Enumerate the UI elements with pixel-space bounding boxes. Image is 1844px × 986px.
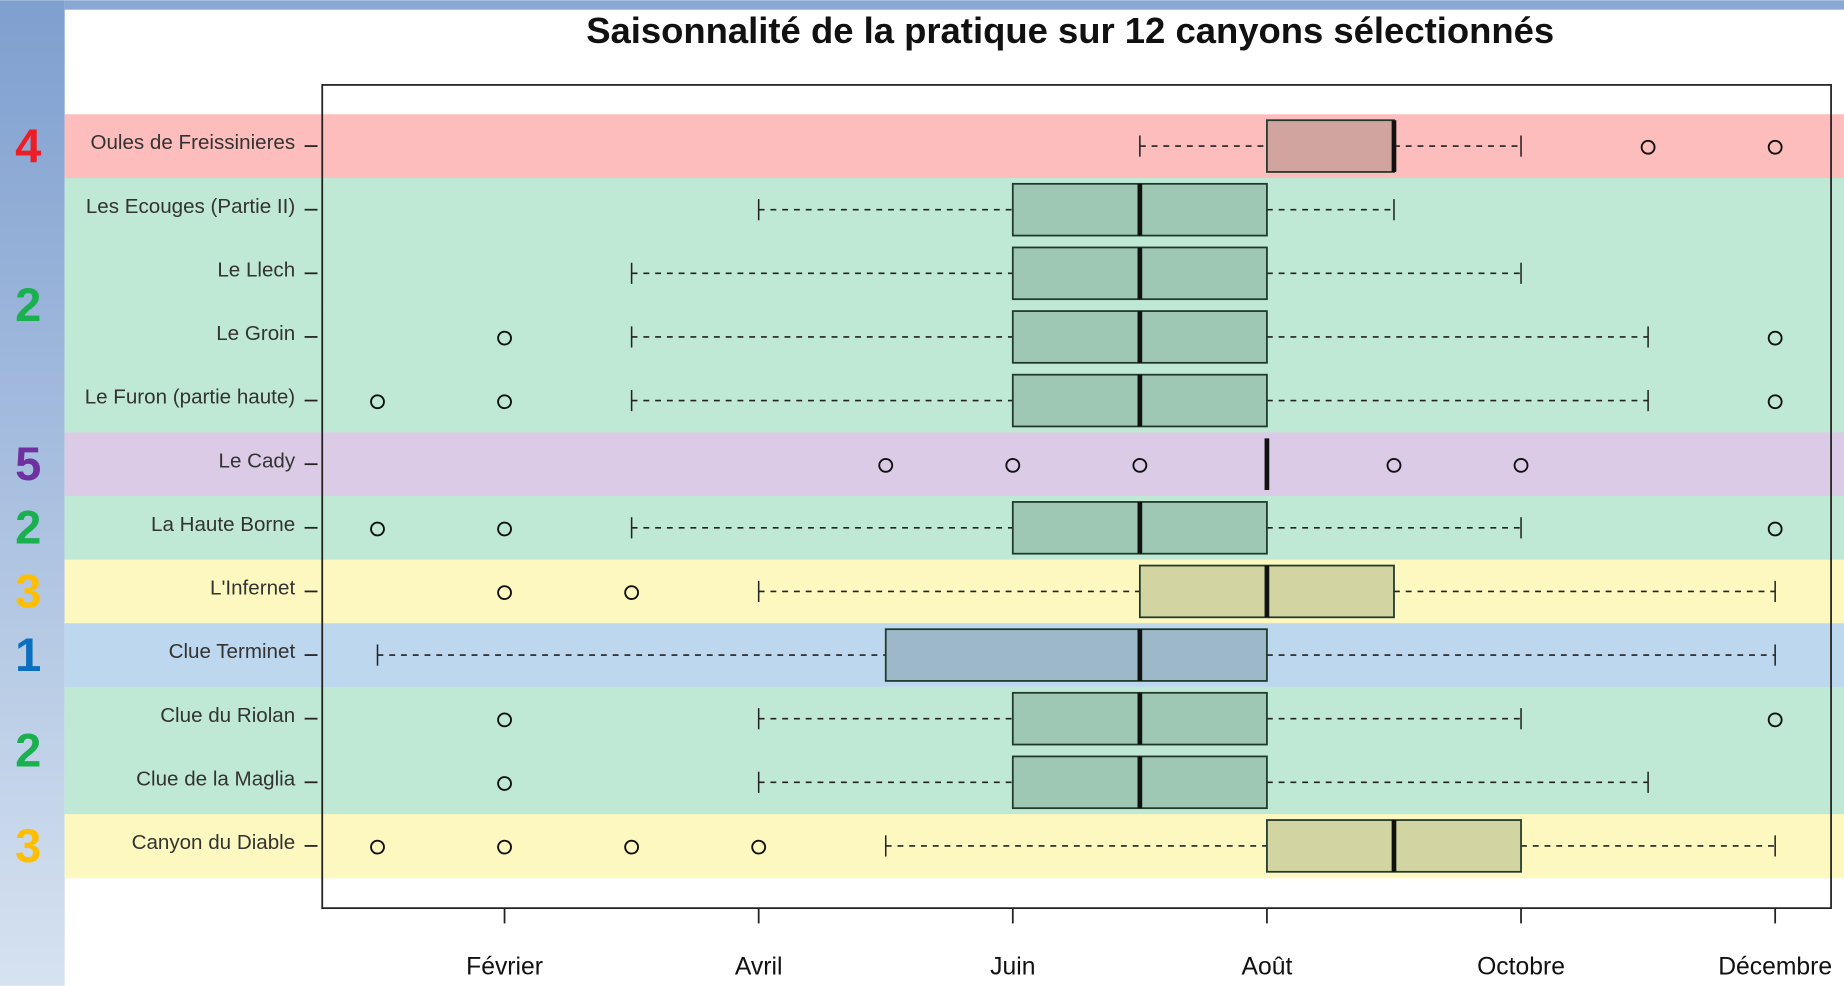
outlier [624,839,640,855]
row-label: Le Cady [219,449,296,472]
outlier [1767,330,1783,346]
outlier [1767,712,1783,728]
bands [64,114,1844,879]
group-band [64,559,1844,624]
group-band [64,750,1844,815]
group-band [64,114,1844,179]
outlier [370,394,385,410]
row-label: Clue Terminet [169,640,296,663]
outlier [1513,457,1529,473]
box [884,628,1268,682]
outlier [1386,457,1402,473]
outlier [1767,139,1783,155]
group-band [64,686,1844,752]
row-label: Clue de la Maglia [136,767,296,790]
outlier [370,521,385,537]
outlier [497,839,512,855]
outlier [497,585,512,601]
marks [370,119,1783,873]
x-tick-label: Août [1242,954,1293,981]
row-label: Le Groin [216,322,295,345]
group-label: 1 [15,628,41,681]
chart-title: Saisonnalité de la pratique sur 12 canyo… [586,10,1554,51]
outlier [1005,457,1021,473]
group-label: 3 [15,564,41,617]
outlier [1640,139,1656,155]
x-tick-label: Octobre [1477,954,1565,981]
outlier [751,839,767,855]
x-tick-label: Avril [735,954,783,981]
outlier [497,776,512,791]
row-label: La Haute Borne [151,513,295,536]
group-label: 4 [15,119,41,172]
outlier [624,585,640,601]
top-strip [64,0,1844,10]
x-tick-label: Décembre [1718,954,1832,981]
row-label: Le Furon (partie haute) [85,386,295,409]
box [1266,119,1395,173]
outlier [497,712,512,728]
group-label: 2 [15,501,41,554]
outlier [497,394,512,410]
row-label: Les Ecouges (Partie II) [86,195,295,218]
plot-frame [321,84,1832,910]
row-label: Le Llech [217,258,295,281]
x-tick-label: Juin [990,954,1035,981]
x-tick-label: Février [466,954,543,981]
outlier [497,521,512,537]
group-label: 3 [15,819,41,872]
outlier [370,839,385,855]
row-label: Canyon du Diable [132,831,296,854]
outlier [497,330,512,346]
outlier [1132,457,1148,473]
group-band [64,623,1844,688]
outlier [1767,521,1783,537]
outlier [1767,394,1783,410]
row-label: Oules de Freissinieres [90,131,295,154]
group-label: 5 [15,437,41,490]
group-band [64,177,1844,243]
row-label: Clue du Riolan [160,704,295,727]
group-label: 2 [15,723,41,776]
group-label: 2 [15,278,41,331]
sky-strip [0,0,65,986]
row-label: L'Infernet [210,577,295,600]
group-band [64,432,1844,497]
outlier [878,457,894,473]
group-band [64,814,1844,879]
